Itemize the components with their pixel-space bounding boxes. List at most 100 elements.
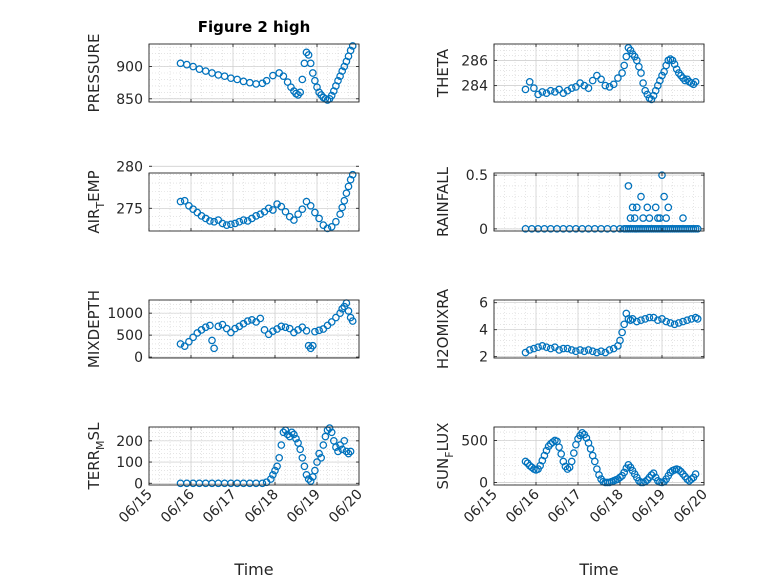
data-point — [348, 317, 357, 325]
data-point — [597, 347, 605, 356]
data-point — [616, 336, 624, 345]
data-point — [538, 342, 547, 350]
data-point — [269, 206, 277, 214]
data-point — [239, 216, 248, 224]
data-point — [218, 219, 227, 228]
data-point — [593, 71, 601, 80]
data-point — [336, 210, 344, 219]
data-point — [273, 462, 281, 471]
y-axis-label-subscript: T — [94, 202, 107, 210]
x-tick-label: 06/17 — [200, 487, 240, 527]
data-point — [660, 192, 668, 201]
data-point — [344, 449, 353, 458]
data-point — [342, 189, 351, 197]
data-point — [616, 473, 624, 482]
data-point — [304, 51, 313, 59]
data-point — [567, 84, 576, 92]
data-point — [563, 465, 572, 473]
data-point — [338, 203, 347, 212]
data-point — [576, 346, 584, 354]
data-point — [586, 445, 595, 453]
data-point — [315, 214, 323, 223]
data-point — [569, 449, 578, 457]
y-tick-label: 286 — [461, 53, 488, 69]
y-axis-label: SUNFLUX — [434, 423, 456, 490]
data-point — [637, 192, 645, 201]
data-point — [679, 214, 687, 222]
data-point — [530, 344, 538, 353]
data-point — [300, 462, 309, 471]
data-point — [311, 466, 319, 475]
data-point — [290, 430, 298, 439]
y-tick-label: 1000 — [107, 306, 143, 322]
data-point — [597, 75, 605, 84]
data-point — [530, 84, 538, 92]
x-tick-label: 06/17 — [545, 487, 585, 527]
data-point — [271, 466, 279, 475]
data-point — [315, 449, 323, 458]
y-tick-label: 500 — [116, 328, 143, 344]
y-tick-label: 200 — [116, 434, 143, 450]
data-point — [189, 333, 197, 342]
data-point — [525, 78, 534, 86]
data-point — [340, 196, 349, 205]
data-point — [624, 182, 633, 190]
data-point — [555, 443, 563, 451]
data-point — [334, 76, 342, 85]
axes-box — [493, 299, 705, 359]
data-point — [641, 86, 650, 95]
data-point — [628, 203, 637, 212]
data-point — [653, 316, 662, 325]
data-point — [567, 346, 576, 354]
data-point — [672, 65, 681, 74]
y-axis-label: PRESSURE — [85, 34, 103, 113]
data-point — [691, 78, 700, 86]
data-point — [302, 326, 311, 335]
data-point — [206, 217, 214, 225]
data-point — [285, 324, 294, 333]
y-tick-label: 850 — [116, 92, 143, 108]
data-point — [336, 309, 344, 318]
axes-background — [149, 173, 359, 231]
data-point — [208, 336, 216, 345]
data-point — [317, 453, 326, 462]
data-point — [567, 457, 576, 466]
data-point — [555, 85, 563, 94]
data-point — [176, 197, 185, 206]
data-point — [653, 214, 662, 222]
y-tick-label: 100 — [116, 455, 143, 471]
data-point — [580, 347, 589, 356]
data-point — [269, 470, 277, 479]
data-point — [338, 445, 347, 454]
y-axis-label: THETA — [434, 48, 452, 98]
subplot-pressure: 850 900 PRESSURE — [85, 34, 360, 113]
data-point — [632, 317, 641, 326]
y-tick-label: 284 — [461, 79, 488, 95]
data-point — [578, 429, 587, 437]
y-tick-label: 275 — [116, 201, 143, 217]
data-point — [344, 307, 353, 315]
axes-box — [493, 43, 705, 103]
data-point — [344, 182, 353, 191]
data-point — [691, 225, 700, 233]
data-point — [292, 434, 300, 443]
x-tick-label: 06/18 — [242, 487, 282, 527]
data-point — [605, 346, 614, 354]
data-point — [311, 327, 319, 336]
y-axis-label: TERRMSL — [85, 422, 107, 491]
subplot-rainfall: 0 0.5 RAINFALL — [434, 166, 705, 238]
axes-box — [148, 426, 360, 486]
data-point — [222, 324, 231, 333]
x-tick-label: 06/20 — [671, 487, 711, 527]
data-point — [662, 317, 671, 326]
subplot-h2omixra: 2 4 6 H2OMIXRA — [434, 288, 705, 369]
y-axis-label-part: AIR — [85, 209, 103, 234]
data-point — [222, 221, 231, 229]
y-axis-label-subscript: F — [443, 451, 456, 457]
data-point — [693, 315, 702, 323]
data-point — [658, 171, 666, 179]
data-point — [298, 75, 307, 84]
